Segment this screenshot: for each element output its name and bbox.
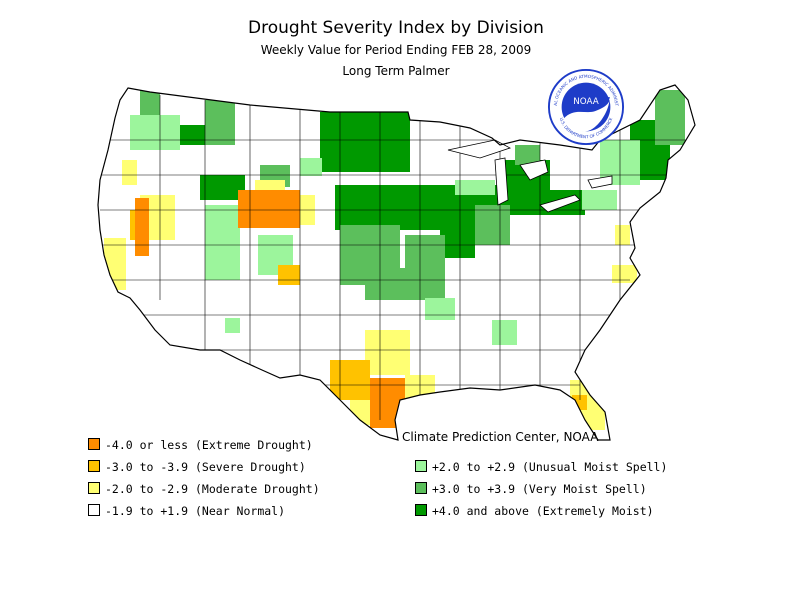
credit-text: Climate Prediction Center, NOAA — [402, 430, 599, 444]
legend-label: +2.0 to +2.9 (Unusual Moist Spell) — [432, 460, 668, 474]
division-california-sierra — [135, 198, 149, 256]
division-missouri-west — [405, 235, 445, 270]
legend-label: +4.0 and above (Extremely Moist) — [432, 504, 654, 518]
division-washington-east — [180, 125, 205, 145]
division-texas-north — [365, 330, 410, 375]
legend-label: +3.0 to +3.9 (Very Moist Spell) — [432, 482, 647, 496]
division-oregon-north — [130, 115, 180, 150]
division-mississippi — [492, 320, 517, 345]
logo-center-text: NOAA — [573, 97, 599, 107]
legend-label: -2.0 to -2.9 (Moderate Drought) — [105, 482, 320, 496]
noaa-logo: NOAA NATIONAL OCEANIC AND ATMOSPHERIC AD… — [547, 68, 625, 146]
division-washington-west — [140, 90, 160, 120]
great-lakes — [447, 139, 613, 213]
division-wyoming-west — [238, 190, 300, 228]
division-michigan-north — [515, 145, 540, 165]
division-pennsylvania — [582, 190, 617, 210]
division-texas-central-west — [330, 360, 370, 400]
division-maryland — [615, 225, 630, 245]
division-colorado-southeast — [278, 265, 300, 285]
division-idaho-north — [205, 100, 235, 145]
division-maine — [655, 90, 685, 145]
division-arizona — [225, 318, 240, 333]
division-utah-west — [205, 205, 240, 280]
map-title: Drought Severity Index by Division — [248, 18, 544, 38]
legend-swatch — [415, 460, 427, 472]
legend-swatch — [415, 482, 427, 494]
division-arkansas — [425, 298, 455, 320]
legend-swatch — [415, 504, 427, 516]
map-subtitle: Weekly Value for Period Ending FEB 28, 2… — [260, 43, 532, 57]
division-illinois — [475, 205, 510, 245]
legend-label: -3.0 to -3.9 (Severe Drought) — [105, 460, 306, 474]
legend-swatch — [88, 438, 100, 450]
division-wisconsin-south — [455, 180, 495, 195]
legend-swatch — [88, 482, 100, 494]
map-subtitle-index-type: Long Term Palmer — [342, 64, 450, 78]
division-idaho — [200, 175, 245, 200]
division-montana-east — [300, 158, 322, 176]
division-missouri — [440, 228, 475, 258]
division-oklahoma — [365, 268, 445, 300]
legend-label: -1.9 to +1.9 (Near Normal) — [105, 504, 286, 518]
division-florida — [570, 380, 605, 430]
division-oregon-south — [122, 160, 137, 185]
division-virginia — [612, 265, 637, 283]
legend-swatch — [88, 460, 100, 472]
legend-label: -4.0 or less (Extreme Drought) — [105, 438, 313, 452]
legend-swatch — [88, 504, 100, 516]
division-northern-plains — [320, 112, 410, 172]
